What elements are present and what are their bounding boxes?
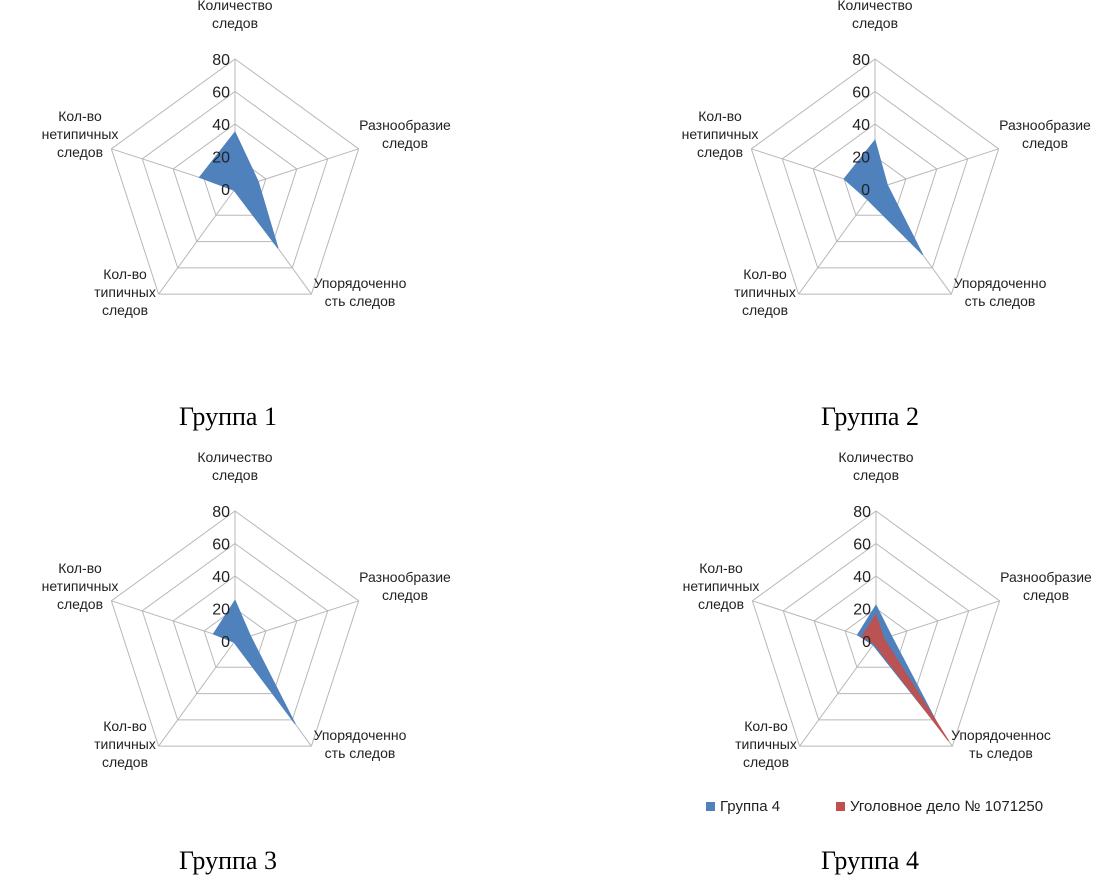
tick-label: 20 xyxy=(212,602,230,619)
axis-label: Кол-во типичных следов xyxy=(94,266,156,318)
grid-ring xyxy=(813,575,939,695)
grid-ring xyxy=(782,542,970,721)
tick-label: 40 xyxy=(212,117,230,134)
legend-swatch xyxy=(706,802,715,811)
caption-group-4: Группа 4 xyxy=(821,846,919,875)
grid-ring xyxy=(751,510,1001,747)
axis-spoke xyxy=(158,640,236,747)
tick-label: 20 xyxy=(852,150,870,167)
radar-chart-1: 0 20 40 60 80 Количество следов Разнообразие сле… xyxy=(42,0,451,318)
axis-spoke xyxy=(234,600,359,642)
tick-label: 80 xyxy=(212,504,230,521)
tick-label: 60 xyxy=(212,537,230,554)
axis-label: Разнообразие следов xyxy=(999,117,1091,151)
axis-label: Количество следов xyxy=(197,0,272,31)
series-area-1 xyxy=(212,599,296,725)
axis-label: Разнообразие следов xyxy=(1000,569,1092,603)
axis-label: Кол-во нетипичных следов xyxy=(42,560,119,612)
tick-label: 40 xyxy=(853,569,871,586)
grid-ring xyxy=(172,123,298,243)
grid-ring xyxy=(203,607,267,668)
radar-chart-2: 0 20 40 60 80 Количество следов Разнообразие сле… xyxy=(682,0,1091,318)
tick-label: 80 xyxy=(212,52,230,69)
tick-label: 20 xyxy=(212,150,230,167)
axis-label: Разнообразие следов xyxy=(359,117,451,151)
caption-group-1: Группа 1 xyxy=(179,402,277,431)
tick-label: 0 xyxy=(221,182,230,199)
tick-label: 0 xyxy=(862,634,871,651)
grid-ring xyxy=(844,607,908,668)
grid-ring xyxy=(812,123,938,243)
tick-label: 0 xyxy=(861,182,870,199)
grid-ring xyxy=(110,58,360,295)
series-area-1 xyxy=(843,139,924,256)
grid-ring xyxy=(141,542,329,721)
series-area-2 xyxy=(861,613,950,742)
tick-label: 80 xyxy=(853,504,871,521)
tick-label: 40 xyxy=(212,569,230,586)
caption-group-3: Группа 3 xyxy=(179,846,277,875)
tick-label: 0 xyxy=(221,634,230,651)
grid-ring xyxy=(750,58,1000,295)
axis-label: Количество следов xyxy=(197,449,272,483)
axis-spoke xyxy=(875,600,1000,642)
tick-label: 80 xyxy=(852,52,870,69)
tick-label: 20 xyxy=(853,602,871,619)
axis-label: Кол-во типичных следов xyxy=(94,718,156,770)
tick-label: 60 xyxy=(212,85,230,102)
grid-ring xyxy=(781,90,969,269)
legend-swatch xyxy=(836,802,845,811)
tick-label: 40 xyxy=(852,117,870,134)
axis-label: Кол-во типичных следов xyxy=(735,718,797,770)
grid-ring xyxy=(172,575,298,695)
axis-label: Разнообразие следов xyxy=(359,569,451,603)
grid-ring xyxy=(110,510,360,747)
axis-spoke xyxy=(799,640,877,747)
axis-label: Кол-во нетипичных следов xyxy=(682,108,759,160)
axis-label: Количество следов xyxy=(837,0,912,31)
axis-label: Кол-во типичных следов xyxy=(734,266,796,318)
grid-ring xyxy=(141,90,329,269)
axis-label: Кол-во нетипичных следов xyxy=(683,560,760,612)
tick-label: 60 xyxy=(852,85,870,102)
series-area-1 xyxy=(198,131,279,249)
axis-spoke xyxy=(798,188,876,295)
caption-group-2: Группа 2 xyxy=(821,402,919,431)
legend-label: Уголовное дело № 1071250 xyxy=(850,798,1043,815)
tick-label: 60 xyxy=(853,537,871,554)
radar-chart-3: 0 20 40 60 80 Количество следов Разнообразие сле… xyxy=(42,449,451,770)
axis-spoke xyxy=(158,188,236,295)
axis-label: Количество следов xyxy=(838,449,913,483)
radar-chart-4: 0 20 40 60 80 Количество следов Разнообразие сле… xyxy=(683,449,1092,815)
axis-spoke xyxy=(874,148,999,190)
axis-spoke xyxy=(752,600,877,642)
axis-label: Кол-во нетипичных следов xyxy=(42,108,119,160)
legend-label: Группа 4 xyxy=(720,798,780,815)
